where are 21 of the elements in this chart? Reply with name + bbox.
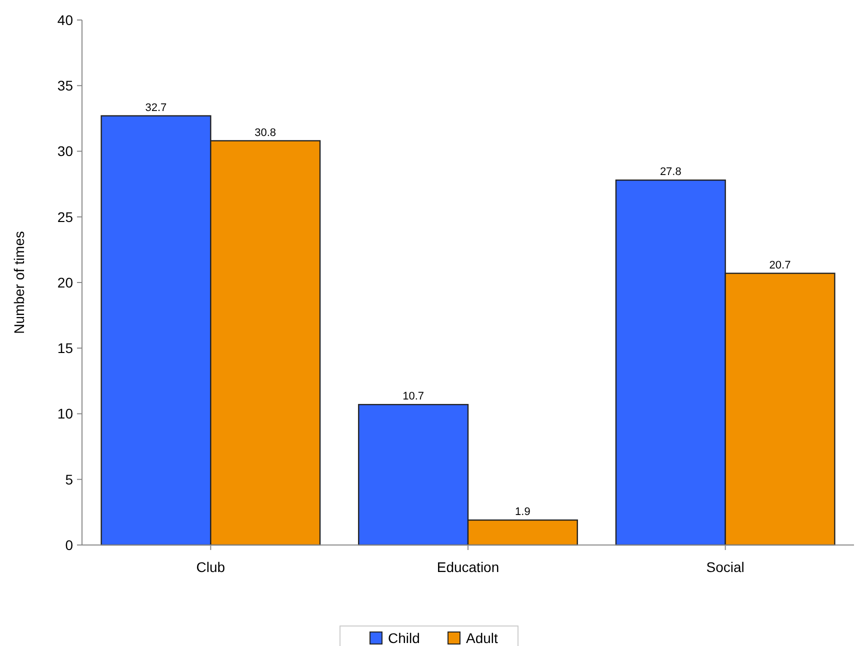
y-tick-label: 20	[57, 274, 74, 290]
data-label: 20.7	[769, 259, 791, 272]
y-tick-label: 30	[57, 143, 74, 160]
y-axis-title: Number of times	[11, 231, 27, 334]
y-tick-label: 35	[57, 78, 74, 94]
x-tick-label: Club	[196, 559, 226, 575]
x-tick-label: Education	[436, 559, 500, 575]
y-tick-label: 5	[65, 471, 74, 488]
y-tick-label: 25	[57, 208, 74, 225]
data-label: 1.9	[515, 506, 530, 518]
x-tick-label: Social	[706, 559, 744, 575]
y-tick-label: 0	[65, 536, 74, 553]
y-tick-label: 40	[57, 12, 74, 28]
data-label: 27.8	[660, 166, 682, 178]
data-label: 32.7	[145, 102, 167, 114]
legend-label: Child	[388, 630, 420, 646]
data-label: 10.7	[402, 390, 424, 403]
legend-label: Adult	[466, 630, 498, 646]
y-tick-label: 10	[57, 406, 74, 422]
data-label: 30.8	[254, 126, 276, 139]
y-tick-label: 15	[57, 340, 74, 356]
